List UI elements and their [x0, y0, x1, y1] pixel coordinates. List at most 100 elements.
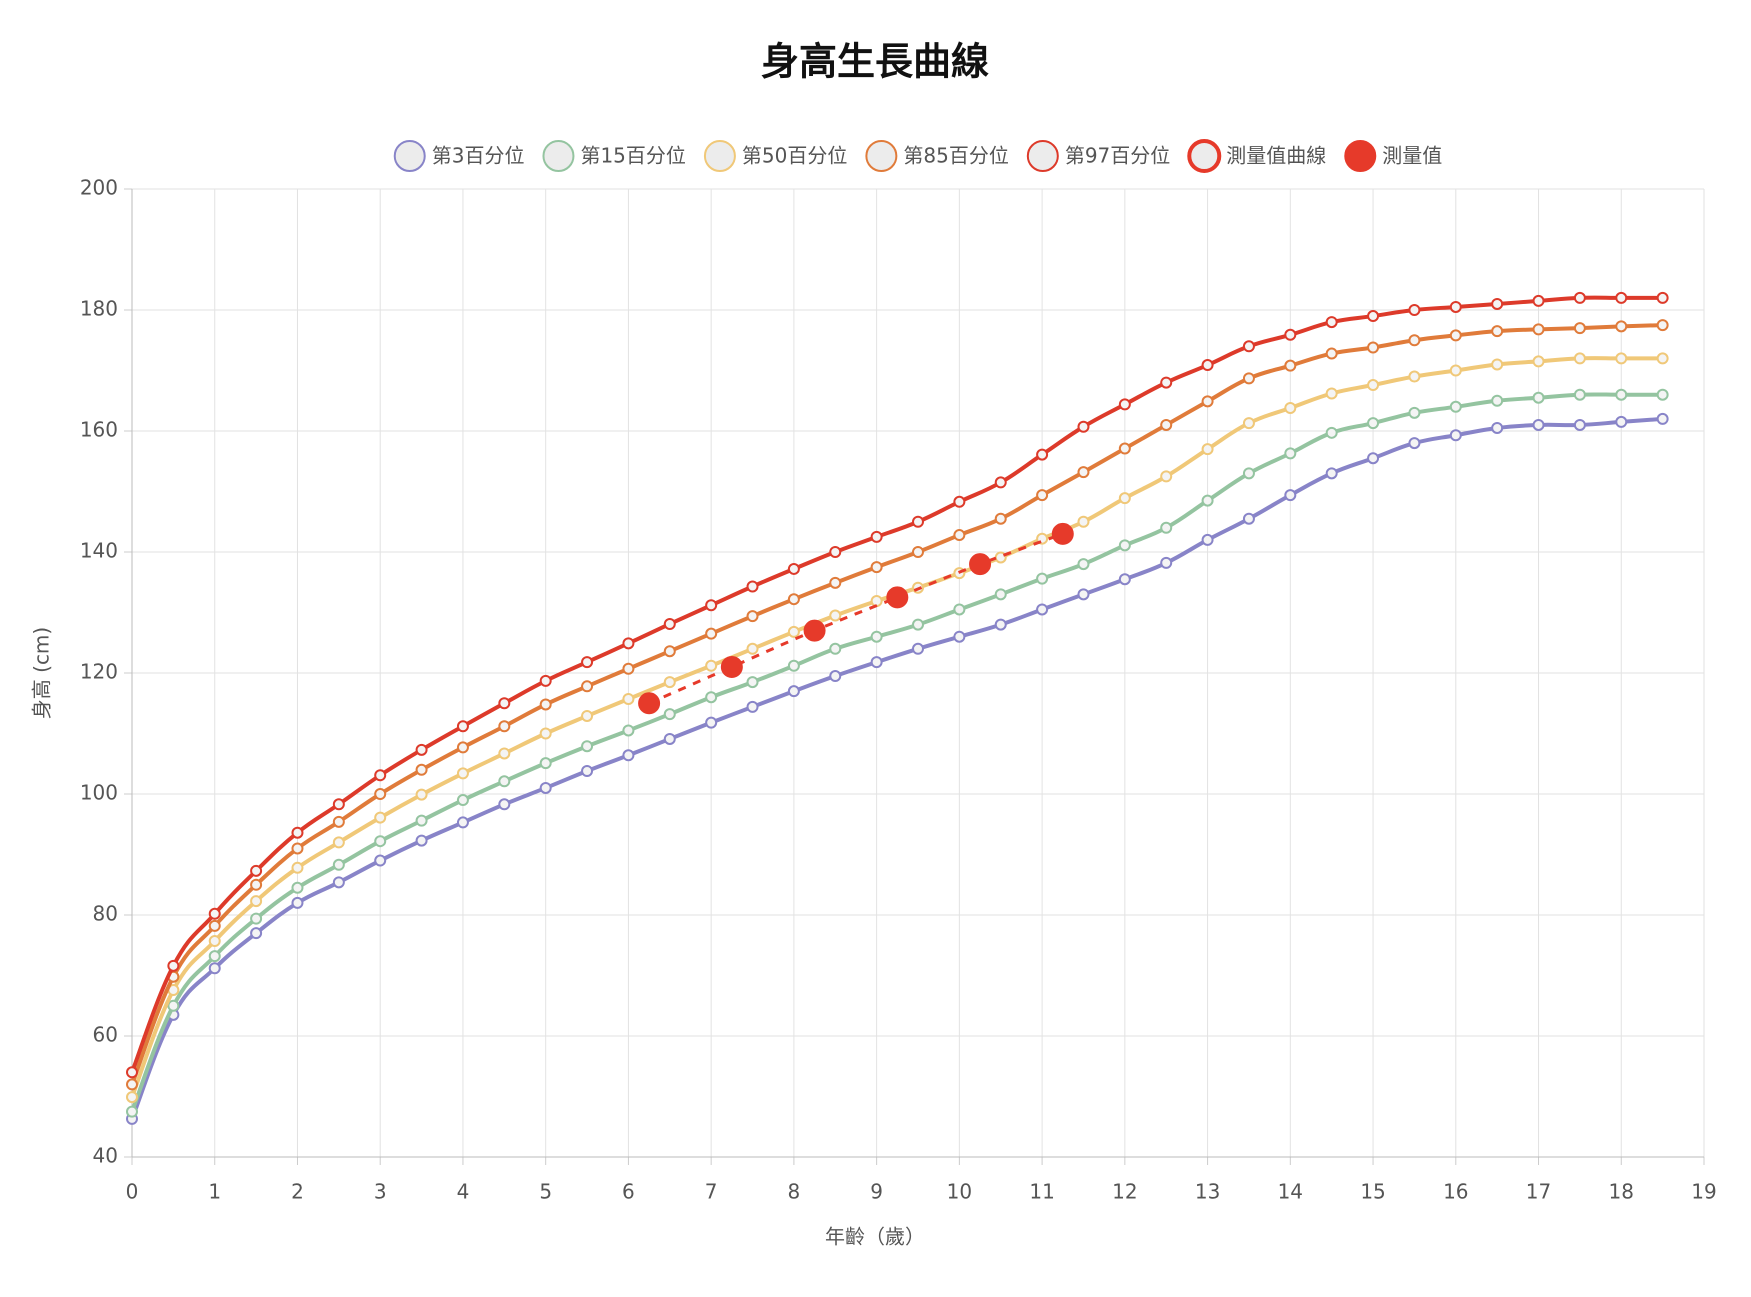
- data-point: [1532, 418, 1545, 431]
- data-point: [374, 835, 387, 848]
- legend-label: 第3百分位: [432, 144, 525, 168]
- data-point: [539, 757, 552, 770]
- data-point: [1118, 492, 1131, 505]
- data-point: [1077, 515, 1090, 528]
- data-point: [456, 720, 469, 733]
- data-point: [705, 599, 718, 612]
- x-tick-label: 6: [622, 1180, 635, 1204]
- data-point: [1408, 304, 1421, 316]
- data-point: [1201, 395, 1214, 408]
- data-point: [1615, 388, 1628, 401]
- data-point: [1201, 359, 1214, 372]
- data-point: [1284, 489, 1297, 502]
- data-point: [622, 637, 635, 650]
- data-point: [291, 842, 304, 855]
- data-point: [250, 912, 263, 925]
- data-point: [1242, 340, 1255, 353]
- legend-swatch: [703, 140, 736, 172]
- data-point: [969, 553, 992, 576]
- data-point: [1532, 323, 1545, 336]
- data-point: [208, 907, 221, 920]
- x-axis-label: 年齡（歲）: [825, 1225, 925, 1249]
- data-point: [870, 656, 883, 669]
- data-point: [1160, 418, 1173, 431]
- x-tick-label: 8: [788, 1180, 801, 1204]
- chart-title: 身高生長曲線: [761, 40, 989, 84]
- data-point: [746, 700, 759, 713]
- data-point: [1491, 421, 1504, 434]
- y-tick-label: 200: [80, 176, 118, 200]
- x-tick-label: 11: [1029, 1180, 1054, 1204]
- data-point: [1491, 297, 1504, 310]
- x-tick-label: 13: [1195, 1180, 1220, 1204]
- data-point: [1367, 417, 1380, 430]
- legend-label: 第85百分位: [903, 144, 1008, 168]
- x-tick-label: 4: [457, 1180, 470, 1204]
- data-point: [498, 775, 511, 788]
- data-point: [1491, 394, 1504, 407]
- data-point: [912, 546, 924, 558]
- data-point: [829, 642, 842, 655]
- data-point: [1325, 467, 1338, 480]
- x-tick-label: 14: [1278, 1180, 1303, 1204]
- x-tick-label: 2: [291, 1180, 304, 1204]
- data-point: [332, 876, 345, 889]
- data-point: [870, 630, 883, 643]
- data-point: [829, 576, 842, 589]
- x-tick-label: 12: [1112, 1180, 1137, 1204]
- legend-label: 測量值曲線: [1226, 144, 1326, 168]
- x-tick-label: 5: [539, 1180, 552, 1204]
- data-point: [1242, 512, 1255, 525]
- data-point: [539, 698, 552, 711]
- data-point: [415, 814, 428, 827]
- data-point: [581, 656, 594, 669]
- data-point: [746, 580, 759, 593]
- data-point: [498, 798, 511, 811]
- y-tick-label: 120: [80, 660, 118, 684]
- data-point: [374, 769, 387, 782]
- data-point: [291, 881, 304, 894]
- data-point: [126, 1066, 138, 1079]
- data-point: [456, 794, 469, 807]
- data-point: [126, 1091, 138, 1104]
- series-line: [130, 295, 1663, 1074]
- x-tick-label: 1: [208, 1180, 221, 1204]
- data-point: [1408, 437, 1421, 450]
- data-point: [1656, 352, 1669, 365]
- data-point: [498, 747, 511, 760]
- data-point: [539, 674, 552, 687]
- data-point: [994, 476, 1007, 489]
- x-tick-label: 0: [126, 1180, 139, 1204]
- data-point: [787, 562, 800, 575]
- data-point: [705, 691, 718, 704]
- data-point: [1573, 291, 1586, 304]
- legend-label: 第15百分位: [580, 144, 685, 168]
- data-point: [663, 617, 676, 630]
- data-point: [663, 732, 676, 745]
- series-line: [130, 392, 1663, 1113]
- y-tick-label: 40: [93, 1144, 118, 1168]
- data-point: [912, 618, 924, 631]
- data-point: [498, 697, 511, 710]
- data-point: [1449, 400, 1462, 413]
- y-tick-label: 80: [93, 902, 118, 926]
- data-point: [1160, 521, 1173, 534]
- data-point: [1408, 370, 1421, 383]
- legend-swatch: [542, 140, 575, 172]
- data-point: [1449, 364, 1462, 377]
- data-point: [1284, 359, 1297, 372]
- y-tick-label: 100: [80, 781, 118, 805]
- y-tick-label: 160: [80, 418, 118, 442]
- data-point: [250, 895, 263, 908]
- data-point: [912, 642, 924, 655]
- data-point: [1118, 442, 1131, 455]
- data-point: [1077, 588, 1090, 601]
- data-point: [912, 515, 924, 528]
- data-point: [291, 896, 304, 909]
- data-point: [456, 767, 469, 780]
- data-point: [1118, 573, 1131, 586]
- data-point: [456, 741, 469, 754]
- data-point: [1656, 412, 1669, 425]
- data-point: [332, 836, 345, 849]
